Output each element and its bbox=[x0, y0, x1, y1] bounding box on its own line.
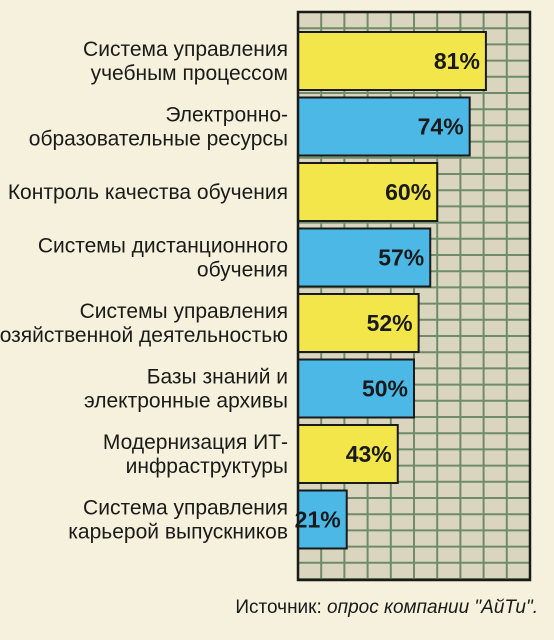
category-label: Базы знаний и bbox=[147, 366, 288, 389]
value-label: 52% bbox=[367, 310, 413, 336]
value-label: 21% bbox=[295, 507, 341, 533]
category-label: хозяйственной деятельностью bbox=[0, 324, 288, 347]
source-prefix: Источник: bbox=[235, 597, 328, 618]
category-label: карьерой выпускников bbox=[68, 521, 288, 544]
value-label: 43% bbox=[346, 441, 392, 467]
category-label: Система управления bbox=[83, 497, 288, 520]
category-label: Контроль качества обучения bbox=[8, 181, 288, 204]
source-note: Источник: опрос компании "АйТи". bbox=[235, 597, 538, 619]
category-label: электронные архивы bbox=[84, 390, 288, 413]
bar bbox=[297, 424, 399, 484]
value-label: 74% bbox=[418, 114, 464, 140]
plot-frame bbox=[296, 10, 532, 582]
source-text: опрос компании "АйТи". bbox=[327, 597, 538, 618]
bar bbox=[297, 31, 487, 91]
bar bbox=[297, 162, 439, 222]
category-label: Системы управления bbox=[80, 300, 288, 323]
value-label: 50% bbox=[362, 376, 408, 402]
category-label: Система управления bbox=[83, 38, 288, 61]
category-label: обучения bbox=[197, 259, 288, 282]
category-label: Модернизация ИТ- bbox=[103, 431, 288, 454]
category-label: инфраструктуры bbox=[126, 455, 288, 478]
bar bbox=[297, 96, 471, 157]
category-label: образовательные ресурсы bbox=[29, 128, 288, 151]
value-label: 81% bbox=[434, 48, 480, 74]
category-label: Электронно- bbox=[165, 104, 288, 127]
value-label: 60% bbox=[385, 179, 431, 205]
category-label: Системы дистанционного bbox=[38, 235, 288, 258]
bar bbox=[297, 293, 420, 353]
bar bbox=[297, 358, 415, 419]
category-label: учебным процессом bbox=[91, 62, 288, 85]
value-label: 57% bbox=[378, 245, 424, 271]
bar bbox=[297, 489, 348, 550]
